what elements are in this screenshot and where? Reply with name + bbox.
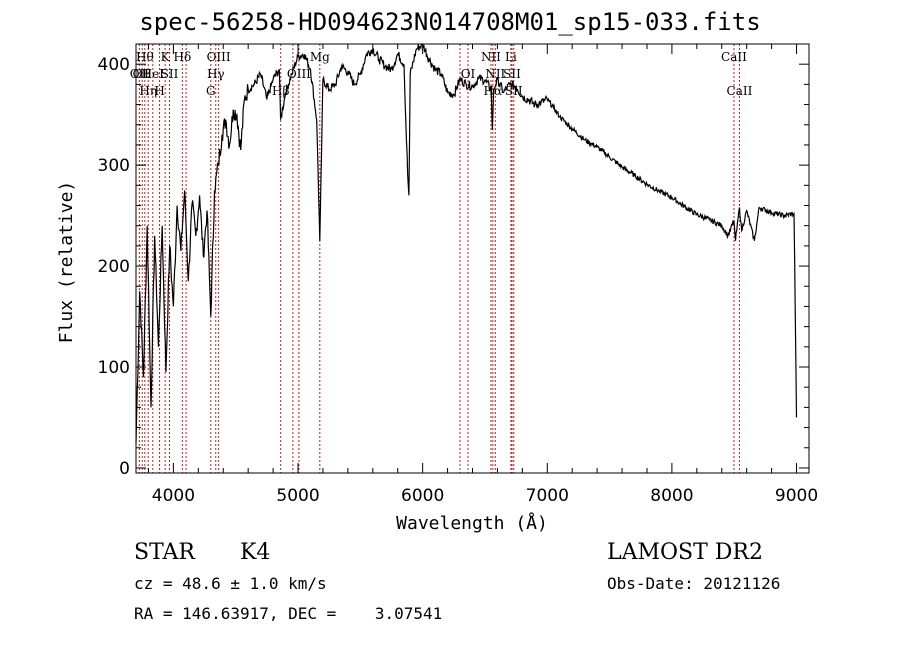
subclass: K4 xyxy=(240,540,271,565)
line-marker-label: CaII xyxy=(721,50,747,64)
line-marker-label: Hη xyxy=(139,84,157,98)
line-marker-label: Hα xyxy=(484,84,503,98)
object-class: STAR xyxy=(134,540,195,565)
y-tick-label: 300 xyxy=(98,156,130,176)
line-marker-label: Hθ xyxy=(136,50,154,64)
redshift: cz = 48.6 ± 1.0 km/s xyxy=(134,574,327,593)
line-marker-label: OI xyxy=(461,67,476,81)
line-marker-label: OII xyxy=(130,67,150,81)
y-axis: 0 100 200 300 400 xyxy=(98,55,809,479)
line-marker-label: Mg xyxy=(310,50,330,64)
line-marker-label: NII xyxy=(485,67,505,81)
line-marker-label: OII xyxy=(133,67,153,81)
line-marker-label: SII xyxy=(505,84,523,98)
y-tick-label: 0 xyxy=(119,459,130,479)
line-marker-label: HeI xyxy=(142,67,165,81)
line-markers xyxy=(138,44,740,473)
y-tick-label: 100 xyxy=(98,358,130,378)
x-tick-label: 7000 xyxy=(526,486,569,506)
line-marker-label: Li xyxy=(505,50,517,64)
line-marker-label: K xyxy=(161,50,171,64)
x-tick-label: 5000 xyxy=(276,486,319,506)
spectrum-line xyxy=(135,43,798,443)
coordinates: RA = 146.63917, DEC = 3.07541 xyxy=(134,604,443,623)
obs-date: Obs-Date: 20121126 xyxy=(607,574,781,593)
line-marker-label: Hδ xyxy=(174,50,192,64)
plot-frame xyxy=(135,43,810,474)
line-marker-labels: OIIOIIHθHηHeIHKSIIHδGHγOIIIHβOIIIMgOINII… xyxy=(130,50,753,98)
y-axis-label: Flux (relative) xyxy=(56,181,77,344)
line-marker-label: Hγ xyxy=(207,67,225,81)
chart-title: spec-56258-HD094623N014708M01_sp15-033.f… xyxy=(139,8,761,36)
line-marker-label: H xyxy=(154,84,164,98)
y-tick-label: 400 xyxy=(98,55,130,75)
x-tick-label: 9000 xyxy=(775,486,818,506)
x-tick-label: 4000 xyxy=(152,486,195,506)
line-marker-label: NII xyxy=(481,50,501,64)
line-marker-label: CaII xyxy=(727,84,753,98)
line-marker-label: OIII xyxy=(207,50,231,64)
x-tick-label: 6000 xyxy=(401,486,444,506)
line-marker-label: OIII xyxy=(287,67,311,81)
x-axis-label: Wavelength (Å) xyxy=(396,512,548,534)
x-axis: 4000 5000 6000 7000 8000 9000 xyxy=(147,44,818,506)
line-marker-label: SII xyxy=(161,67,179,81)
line-marker-label: G xyxy=(206,84,216,98)
line-marker-label: Hβ xyxy=(272,84,289,98)
survey-name: LAMOST DR2 xyxy=(607,540,763,565)
line-marker-label: SII xyxy=(503,67,521,81)
x-tick-label: 8000 xyxy=(650,486,693,506)
y-tick-label: 200 xyxy=(98,257,130,277)
